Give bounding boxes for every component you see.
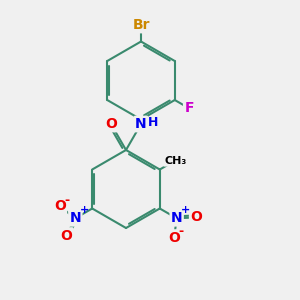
Text: -: -: [64, 194, 70, 207]
Text: N: N: [171, 211, 182, 225]
Text: -: -: [179, 225, 184, 238]
Text: +: +: [181, 205, 190, 215]
Text: Br: Br: [132, 18, 150, 32]
Text: H: H: [148, 116, 158, 129]
Text: O: O: [54, 200, 66, 213]
Text: N: N: [135, 117, 147, 131]
Text: F: F: [184, 101, 194, 115]
Text: CH₃: CH₃: [164, 155, 187, 166]
Text: O: O: [190, 210, 202, 224]
Text: N: N: [70, 211, 81, 225]
Text: +: +: [80, 205, 89, 215]
Text: O: O: [168, 231, 180, 244]
Text: O: O: [60, 229, 72, 243]
Text: O: O: [105, 117, 117, 131]
